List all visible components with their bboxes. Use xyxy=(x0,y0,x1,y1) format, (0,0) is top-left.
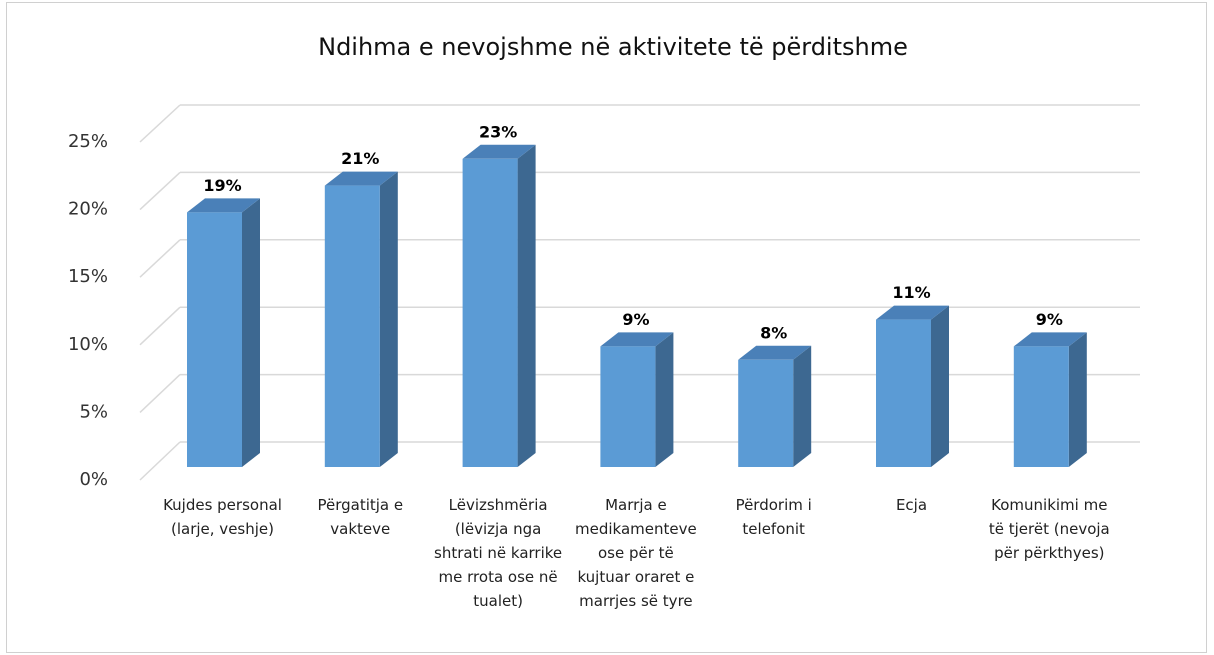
bar xyxy=(600,332,674,467)
x-tick-label: Ecja xyxy=(895,496,928,514)
bar xyxy=(462,144,536,468)
grid-diagonal xyxy=(139,104,181,143)
bar-top xyxy=(738,345,812,360)
x-tick-label: Përdorim i telefonit xyxy=(735,496,812,538)
bar-front xyxy=(738,359,794,467)
bar-side xyxy=(242,198,260,467)
bar-top xyxy=(324,171,398,186)
bar xyxy=(324,171,398,467)
bar-front xyxy=(876,319,931,467)
grid-diagonal xyxy=(139,171,181,211)
bar-top xyxy=(462,144,536,159)
bar xyxy=(1013,332,1087,467)
grid-diagonal xyxy=(139,306,181,346)
value-label: 9% xyxy=(1036,310,1063,329)
bar-side xyxy=(793,345,812,467)
value-label: 21% xyxy=(341,149,379,168)
bar-top xyxy=(600,332,674,347)
bar-side xyxy=(931,305,949,467)
value-label: 11% xyxy=(892,283,930,302)
y-tick-label: 25% xyxy=(68,131,108,152)
bar xyxy=(876,305,949,467)
bar-side xyxy=(517,144,536,468)
bar-front xyxy=(324,185,380,467)
x-tick-label: Përgatitja e vakteve xyxy=(317,496,404,538)
bar xyxy=(187,198,260,467)
value-label: 8% xyxy=(760,323,787,342)
value-label: 19% xyxy=(203,176,241,195)
bar-top xyxy=(187,198,260,213)
value-label: 23% xyxy=(479,122,517,141)
bar xyxy=(738,345,812,467)
x-tick-label: Marrja e medikamenteve ose për të kujtua… xyxy=(575,496,697,610)
y-tick-label: 0% xyxy=(79,469,108,490)
x-tick-label: Kujdes personal (larje, veshje) xyxy=(163,496,282,538)
bar-front xyxy=(187,212,242,467)
bar-top xyxy=(876,305,949,320)
bar-side xyxy=(1068,332,1087,467)
bar-front xyxy=(1013,346,1069,467)
value-label: 9% xyxy=(622,310,649,329)
x-tick-label: Lëvizshmëria (lëvizja nga shtrati në kar… xyxy=(434,496,563,610)
bar-front xyxy=(600,346,656,467)
bar-front xyxy=(462,158,518,468)
bar-side xyxy=(655,332,674,467)
y-tick-label: 15% xyxy=(68,266,108,287)
grid-diagonal xyxy=(139,441,181,481)
y-tick-label: 20% xyxy=(68,199,108,220)
bar-side xyxy=(379,171,398,467)
grid-diagonal xyxy=(139,374,181,413)
y-tick-label: 10% xyxy=(68,334,108,355)
x-tick-label: Komunikimi me të tjerët (nevoja për përk… xyxy=(988,496,1110,562)
bar-top xyxy=(1013,332,1087,347)
chart-title: Ndihma e nevojshme në aktivitete të përd… xyxy=(318,33,908,61)
grid-diagonal xyxy=(139,239,181,278)
y-tick-label: 5% xyxy=(79,401,108,422)
